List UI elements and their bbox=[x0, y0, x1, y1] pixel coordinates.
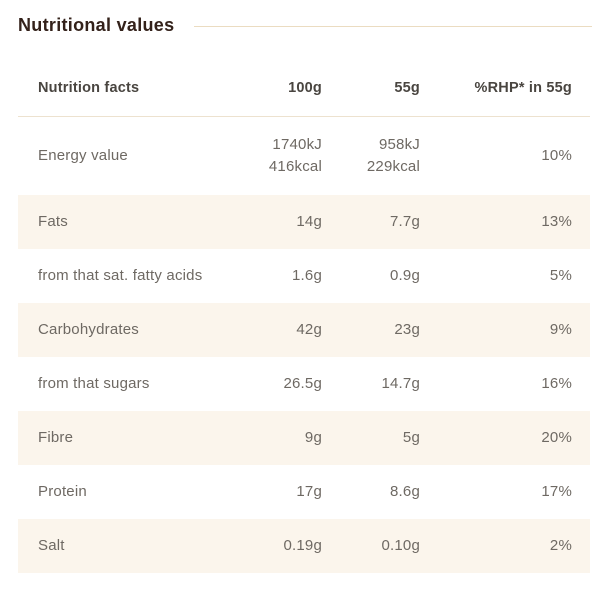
table-header-row: Nutrition facts 100g 55g %RHP* in 55g bbox=[18, 60, 590, 117]
row-label: Carbohydrates bbox=[38, 321, 139, 338]
value-rhp-in-55g: 5% bbox=[549, 267, 572, 284]
value-100g: 9g bbox=[304, 429, 322, 446]
value-100g: 42g bbox=[296, 321, 322, 338]
table-row-energy-value: Energy value 1740kJ 416kcal 958kJ 229kca… bbox=[18, 117, 590, 195]
value-55g: 14.7g bbox=[381, 375, 420, 392]
value-rhp-in-55g: 9% bbox=[549, 321, 572, 338]
value-55g: 0.10g bbox=[381, 537, 420, 554]
value-rhp-in-55g: 10% bbox=[541, 147, 572, 164]
page-title: Nutritional values bbox=[18, 15, 175, 35]
table-row-sugars: from that sugars 26.5g 14.7g 16% bbox=[18, 357, 590, 411]
row-label: from that sat. fatty acids bbox=[38, 267, 203, 284]
column-header-55g: 55g bbox=[394, 80, 420, 96]
value-55g: 0.9g bbox=[390, 267, 420, 284]
nutrition-table: Nutrition facts 100g 55g %RHP* in 55g En… bbox=[18, 60, 590, 573]
value-100g: 0.19g bbox=[283, 537, 322, 554]
table-row-fats: Fats 14g 7.7g 13% bbox=[18, 195, 590, 249]
value-rhp-in-55g: 17% bbox=[541, 483, 572, 500]
value-55g: 7.7g bbox=[390, 213, 420, 230]
table-row-carbohydrates: Carbohydrates 42g 23g 9% bbox=[18, 303, 590, 357]
row-label: Energy value bbox=[38, 147, 128, 164]
table-row-sat-fatty-acids: from that sat. fatty acids 1.6g 0.9g 5% bbox=[18, 249, 590, 303]
value-rhp-in-55g: 13% bbox=[541, 213, 572, 230]
row-label: Protein bbox=[38, 483, 87, 500]
value-100g: 1740kJ 416kcal bbox=[268, 136, 322, 175]
value-55g: 23g bbox=[394, 321, 420, 338]
value-rhp-in-55g: 2% bbox=[549, 537, 572, 554]
value-100g: 14g bbox=[296, 213, 322, 230]
value-100g: 17g bbox=[296, 483, 322, 500]
value-100g: 26.5g bbox=[283, 375, 322, 392]
row-label: Salt bbox=[38, 537, 65, 554]
value-55g: 8.6g bbox=[390, 483, 420, 500]
table-row-protein: Protein 17g 8.6g 17% bbox=[18, 465, 590, 519]
value-55g: 5g bbox=[402, 429, 420, 446]
section-title-row: Nutritional values bbox=[0, 0, 602, 36]
table-body: Energy value 1740kJ 416kcal 958kJ 229kca… bbox=[18, 117, 590, 573]
column-header-nutrition-facts: Nutrition facts bbox=[38, 80, 140, 96]
row-label: from that sugars bbox=[38, 375, 150, 392]
value-rhp-in-55g: 16% bbox=[541, 375, 572, 392]
column-header-100g: 100g bbox=[288, 80, 322, 96]
value-100g: 1.6g bbox=[292, 267, 322, 284]
row-label: Fibre bbox=[38, 429, 74, 446]
row-label: Fats bbox=[38, 213, 68, 230]
table-row-salt: Salt 0.19g 0.10g 2% bbox=[18, 519, 590, 573]
column-header-rhp-in-55g: %RHP* in 55g bbox=[474, 80, 572, 96]
value-55g: 958kJ 229kcal bbox=[366, 136, 420, 175]
nutritional-values-section: Nutritional values Nutrition facts 100g … bbox=[0, 0, 602, 573]
table-row-fibre: Fibre 9g 5g 20% bbox=[18, 411, 590, 465]
title-divider-line bbox=[194, 25, 592, 27]
value-rhp-in-55g: 20% bbox=[541, 429, 572, 446]
